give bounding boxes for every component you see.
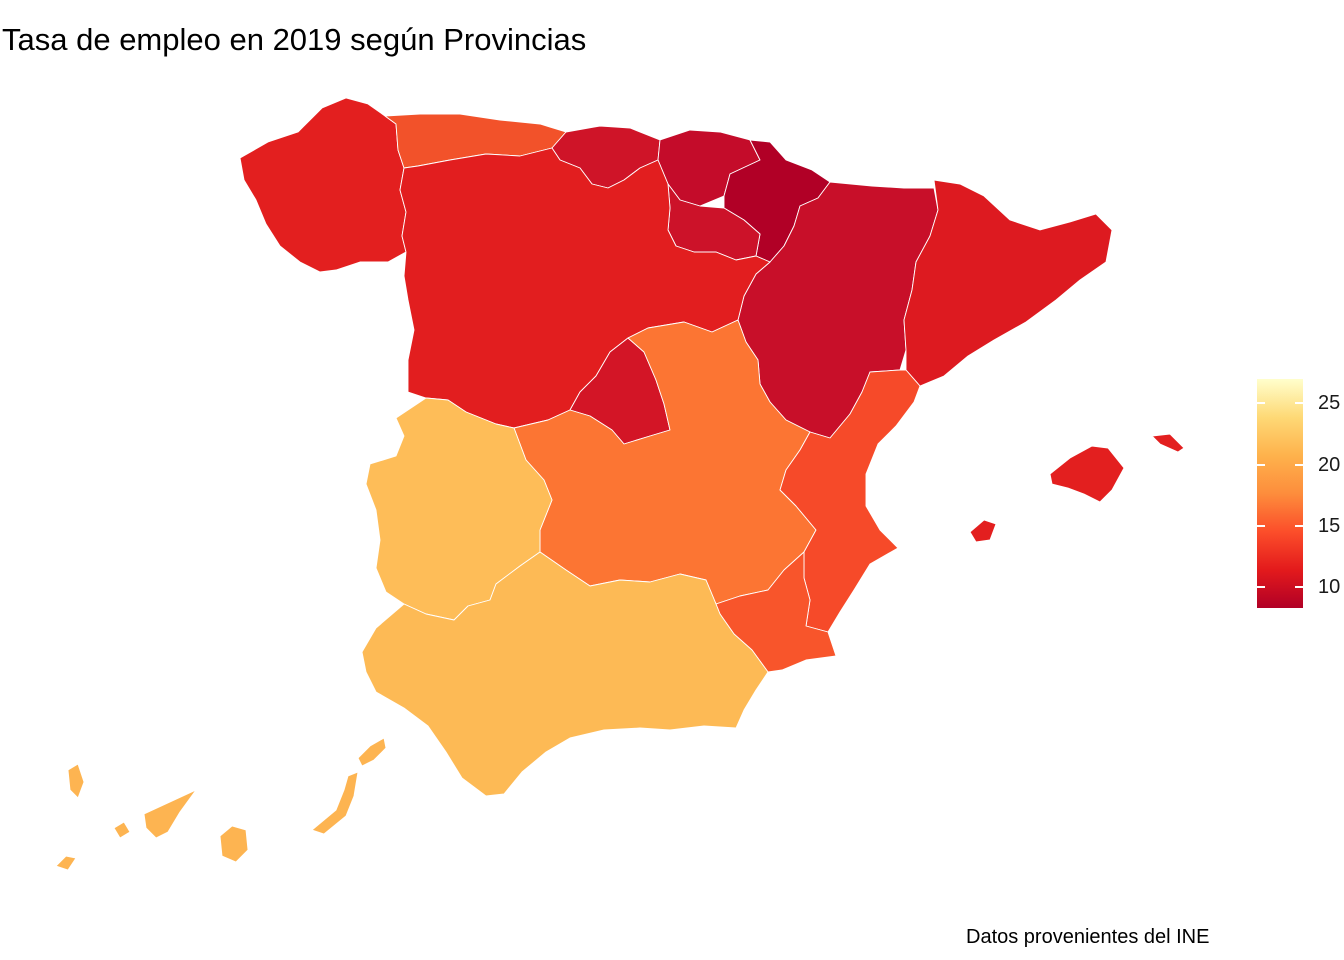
region-la-palma[interactable] [67,763,85,799]
legend-tick-mark [1257,586,1265,589]
region-lanzarote[interactable] [357,737,387,767]
legend-label-25: 25 [1318,392,1341,415]
region-la-gomera[interactable] [113,821,131,839]
legend-tick-mark [1257,524,1265,527]
legend-label-10: 10 [1318,576,1341,599]
region-mallorca[interactable] [1049,445,1125,503]
legend-tick-mark [1257,402,1265,405]
region-fuerteventura[interactable] [311,771,359,835]
map-title: Tasa de empleo en 2019 según Provincias [2,22,587,57]
legend-colorbar [1257,379,1303,608]
legend-tick-mark [1295,586,1303,589]
legend-label-15: 15 [1318,514,1341,537]
region-tenerife[interactable] [143,789,197,839]
region-el-hierro[interactable] [55,855,77,871]
legend-tick-mark [1295,524,1303,527]
region-galicia[interactable] [239,97,407,273]
legend-tick-mark [1295,463,1303,466]
source-caption: Datos provenientes del INE [966,926,1210,948]
region-ibiza[interactable] [969,519,997,543]
region-gran-canaria[interactable] [219,825,249,863]
legend-tick-mark [1257,463,1265,466]
region-cataluna[interactable] [903,179,1113,387]
region-andalucia[interactable] [361,551,769,797]
legend-tick-mark [1295,402,1303,405]
region-menorca[interactable] [1151,433,1185,453]
legend-label-20: 20 [1318,453,1341,476]
